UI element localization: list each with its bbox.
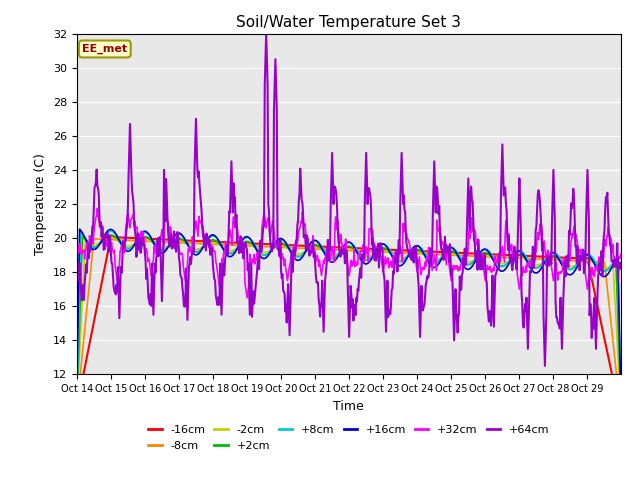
-2cm [138,237,145,243]
-16cm [237,240,245,246]
Line: +2cm: +2cm [77,235,621,406]
+32cm [265,219,273,225]
+2cm [285,246,292,252]
+64cm [285,307,292,312]
-8cm [90,236,98,242]
+64cm [617,266,625,272]
+8cm [107,228,115,234]
+16cm [138,230,145,236]
-2cm [436,256,444,262]
+64cm [406,252,413,257]
+16cm [264,252,272,258]
Line: -8cm: -8cm [77,239,621,414]
+32cm [237,246,245,252]
-2cm [264,249,272,254]
+64cm [264,201,272,207]
+32cm [138,228,145,234]
-8cm [73,406,81,411]
+32cm [93,205,101,211]
+2cm [138,235,145,241]
+2cm [73,403,81,409]
-16cm [406,248,413,253]
Title: Soil/Water Temperature Set 3: Soil/Water Temperature Set 3 [236,15,461,30]
+16cm [406,251,413,256]
-2cm [73,405,81,410]
+32cm [437,230,445,236]
Text: EE_met: EE_met [82,44,127,54]
+2cm [107,232,115,238]
+16cm [73,381,81,386]
-16cm [138,236,145,241]
-8cm [237,243,245,249]
+32cm [617,252,625,257]
Legend: -16cm, -8cm, -2cm, +2cm, +8cm, +16cm, +32cm, +64cm: -16cm, -8cm, -2cm, +2cm, +8cm, +16cm, +3… [144,421,554,456]
-8cm [406,250,413,256]
+32cm [406,245,414,251]
+64cm [436,230,444,236]
-2cm [406,252,413,258]
+2cm [617,396,625,402]
-16cm [285,242,292,248]
+8cm [237,239,245,245]
Line: -16cm: -16cm [77,237,621,416]
-8cm [285,245,292,251]
-16cm [436,249,444,255]
+16cm [436,259,444,264]
Line: -2cm: -2cm [77,238,621,408]
+64cm [237,233,244,239]
-8cm [264,244,272,250]
+2cm [237,241,245,247]
+16cm [285,246,292,252]
+8cm [264,250,272,256]
+2cm [264,251,272,256]
+8cm [436,256,444,262]
+64cm [73,257,81,263]
+32cm [243,295,251,300]
+16cm [76,226,83,232]
+32cm [285,263,293,268]
+8cm [617,387,625,393]
+64cm [137,250,145,256]
-16cm [107,234,115,240]
Line: +32cm: +32cm [77,208,621,298]
Line: +8cm: +8cm [77,231,621,404]
+64cm [541,363,548,369]
-2cm [285,246,292,252]
-16cm [617,413,625,419]
+64cm [262,31,270,36]
+16cm [237,239,245,244]
-2cm [107,235,115,240]
+16cm [617,397,625,403]
-2cm [617,404,625,410]
-16cm [264,241,272,247]
Line: +64cm: +64cm [77,34,621,366]
+8cm [138,232,145,238]
Y-axis label: Temperature (C): Temperature (C) [35,153,47,255]
+32cm [73,243,81,249]
Line: +16cm: +16cm [77,229,621,400]
+2cm [436,257,444,263]
X-axis label: Time: Time [333,400,364,413]
-8cm [138,238,145,244]
-16cm [73,405,81,410]
+8cm [285,244,292,250]
-8cm [617,411,625,417]
+2cm [406,252,413,257]
-2cm [237,243,245,249]
+8cm [406,250,413,255]
-8cm [436,252,444,257]
+8cm [73,401,81,407]
